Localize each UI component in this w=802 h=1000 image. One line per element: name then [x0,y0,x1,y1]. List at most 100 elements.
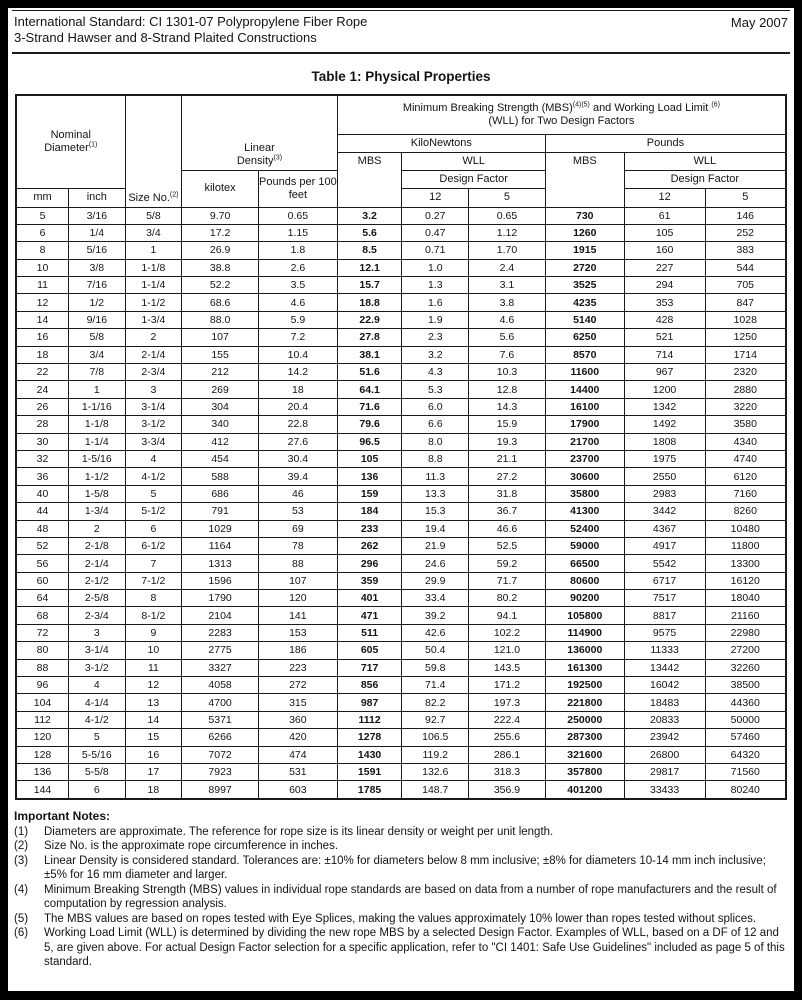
cell-wll-df5-kn: 7.6 [468,345,546,365]
cell-wll-df12-lb: 7517 [623,589,706,608]
note-item: (4) Minimum Breaking Strength (MBS) value… [14,883,788,912]
cell-wll-df5-lb: 3220 [704,397,787,417]
cell-wll-df12-lb: 2983 [623,484,706,504]
header-mm: mm [15,187,70,208]
cell-wll-df12-kn: 21.9 [401,536,470,556]
cell-inch: 2-5/8 [68,589,126,608]
cell-kilotex: 88.0 [181,310,259,330]
cell-mbs-lb: 161300 [544,658,625,678]
cell-wll-df12-kn: 6.6 [401,415,470,434]
cell-wll-df12-lb: 6717 [623,571,706,591]
cell-wll-df5-kn: 171.2 [468,676,546,695]
cell-inch: 5-5/16 [68,745,126,765]
header-mbs-wll-title: Minimum Breaking Strength (MBS)(4)(5) an… [336,94,787,135]
header-kilonewtons: KiloNewtons [336,133,546,153]
cell-mbs-kn: 8.5 [336,241,403,260]
cell-size-no: 5-1/2 [124,502,183,521]
cell-size-no: 12 [124,676,183,695]
table-row: 8 5/16 1 26.9 1.8 8.5 0.71 1.70 1915 160 383 [15,241,787,260]
document-header: International Standard: CI 1301-07 Polyp… [12,10,790,54]
cell-size-no: 1-1/4 [124,276,183,295]
cell-size-no: 9 [124,623,183,643]
table-row: 64 2-5/8 8 1790 120 401 33.4 80.2 90200 7517 18040 [15,589,787,608]
cell-size-no: 3-1/2 [124,415,183,434]
cell-mbs-kn: 471 [336,606,403,625]
table-row: 14 9/16 1-3/4 88.0 5.9 22.9 1.9 4.6 5140 428 1028 [15,310,787,330]
cell-mm: 112 [15,710,70,730]
cell-mbs-kn: 1430 [336,745,403,765]
table-row: 56 2-1/4 7 1313 88 296 24.6 59.2 66500 5542 13300 [15,554,787,573]
table-row: 144 6 18 8997 603 1785 148.7 356.9 401200 33433 80… [15,780,787,800]
cell-wll-df12-lb: 2550 [623,467,706,486]
cell-lb-per-100ft: 18 [257,380,338,399]
cell-wll-df12-lb: 5542 [623,554,706,573]
cell-wll-df5-kn: 27.2 [468,467,546,486]
cell-mbs-kn: 71.6 [336,397,403,417]
cell-wll-df5-kn: 143.5 [468,658,546,678]
cell-wll-df5-lb: 3580 [704,415,787,434]
table-row: 96 4 12 4058 272 856 71.4 171.2 192500 16042 38500 [15,676,787,695]
header-design-factor-kn: Design Factor [401,169,546,189]
cell-kilotex: 588 [181,467,259,486]
cell-wll-df5-lb: 11800 [704,536,787,556]
cell-wll-df12-lb: 18483 [623,693,706,712]
cell-mbs-kn: 1785 [336,780,403,800]
cell-mm: 22 [15,363,70,382]
table-row: 44 1-3/4 5-1/2 791 53 184 15.3 36.7 41300 3442 826… [15,502,787,521]
cell-wll-df12-lb: 3442 [623,502,706,521]
note-text: Working Load Limit (WLL) is determined b… [44,927,785,969]
cell-lb-per-100ft: 27.6 [257,432,338,451]
cell-mbs-lb: 321600 [544,745,625,765]
cell-wll-df12-kn: 59.8 [401,658,470,678]
cell-lb-per-100ft: 360 [257,710,338,730]
cell-size-no: 5 [124,484,183,504]
cell-lb-per-100ft: 186 [257,641,338,660]
cell-mm: 64 [15,589,70,608]
cell-wll-df5-lb: 13300 [704,554,787,573]
note-text: Minimum Breaking Strength (MBS) values i… [44,883,777,911]
header-kilotex: kilotex [181,169,259,208]
cell-wll-df12-kn: 82.2 [401,693,470,712]
cell-wll-df5-kn: 356.9 [468,780,546,800]
table-row: 72 3 9 2283 153 511 42.6 102.2 114900 9575 22980 [15,623,787,643]
cell-kilotex: 2104 [181,606,259,625]
cell-mm: 16 [15,328,70,347]
cell-wll-df5-kn: 21.1 [468,449,546,469]
cell-inch: 3/16 [68,206,126,225]
cell-inch: 3/8 [68,258,126,278]
cell-kilotex: 68.6 [181,293,259,312]
cell-lb-per-100ft: 2.6 [257,258,338,278]
cell-lb-per-100ft: 22.8 [257,415,338,434]
note-number: (4) [14,883,29,896]
cell-inch: 5/8 [68,328,126,347]
note-item: (3) Linear Density is considered standard… [14,854,788,883]
cell-wll-df5-lb: 146 [704,206,787,225]
cell-mm: 24 [15,380,70,399]
table-row: 112 4-1/2 14 5371 360 1112 92.7 222.4 250000 2083… [15,710,787,730]
cell-kilotex: 9.70 [181,206,259,225]
cell-wll-df12-lb: 61 [623,206,706,225]
cell-mbs-kn: 605 [336,641,403,660]
cell-mbs-lb: 16100 [544,397,625,417]
cell-kilotex: 155 [181,345,259,365]
cell-kilotex: 5371 [181,710,259,730]
cell-lb-per-100ft: 120 [257,589,338,608]
cell-size-no: 4-1/2 [124,467,183,486]
cell-kilotex: 4700 [181,693,259,712]
cell-wll-df5-lb: 57460 [704,728,787,747]
cell-size-no: 7 [124,554,183,573]
cell-wll-df12-kn: 5.3 [401,380,470,399]
cell-inch: 1-5/8 [68,484,126,504]
table-row: 80 3-1/4 10 2775 186 605 50.4 121.0 136000 11333 2… [15,641,787,660]
cell-kilotex: 1313 [181,554,259,573]
cell-mbs-lb: 23700 [544,449,625,469]
table-row: 11 7/16 1-1/4 52.2 3.5 15.7 1.3 3.1 3525 294 705 [15,276,787,295]
cell-size-no: 17 [124,762,183,782]
cell-wll-df5-kn: 36.7 [468,502,546,521]
cell-wll-df12-kn: 0.47 [401,223,470,243]
table-row: 40 1-5/8 5 686 46 159 13.3 31.8 35800 2983 7160 [15,484,787,504]
cell-mbs-lb: 35800 [544,484,625,504]
table-row: 16 5/8 2 107 7.2 27.8 2.3 5.6 6250 521 1250 [15,328,787,347]
note-text: Diameters are approximate. The reference… [44,825,554,838]
cell-wll-df5-lb: 7160 [704,484,787,504]
